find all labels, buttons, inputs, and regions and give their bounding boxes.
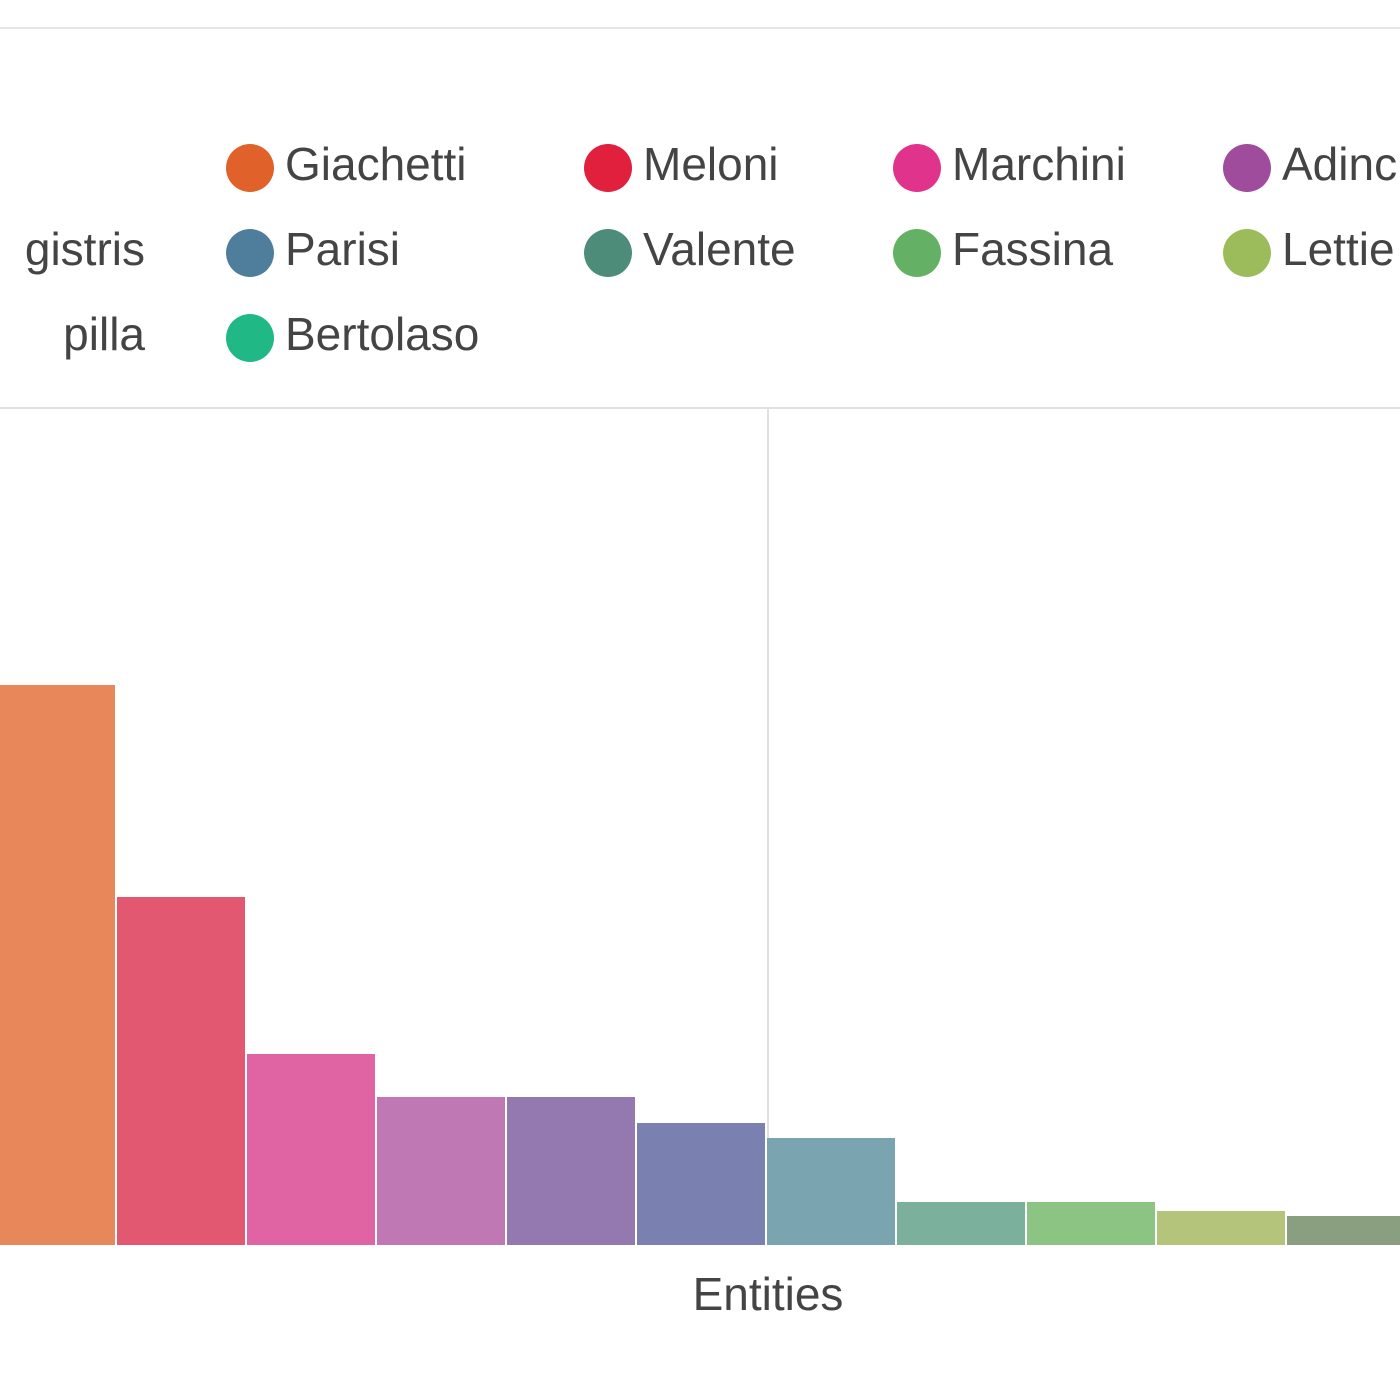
bar: [897, 1202, 1025, 1245]
legend-label: Marchini: [952, 138, 1126, 190]
legend-label: Valente: [643, 223, 796, 275]
bar: [1287, 1216, 1400, 1245]
legend-label: Fassina: [952, 223, 1113, 275]
legend-marker: [584, 229, 632, 277]
legend-label: Bertolaso: [285, 308, 479, 360]
bar: [767, 1138, 895, 1245]
bar: [637, 1123, 765, 1245]
bar: [377, 1097, 505, 1245]
legend-label: Parisi: [285, 223, 400, 275]
legend-marker: [584, 144, 632, 192]
legend-label: Giachetti: [285, 138, 467, 190]
bar: [0, 685, 115, 1245]
bar: [1157, 1211, 1285, 1245]
bar: [507, 1097, 635, 1245]
legend-label: Adinc: [1282, 138, 1397, 190]
bar: [1027, 1202, 1155, 1245]
legend-label: pilla: [63, 308, 145, 360]
legend-marker: [226, 229, 274, 277]
legend-marker: [226, 314, 274, 362]
bar: [117, 897, 245, 1245]
legend-marker: [1223, 144, 1271, 192]
x-axis-label: Entities: [693, 1268, 844, 1320]
legend-marker: [893, 229, 941, 277]
legend-label: gistris: [25, 223, 145, 275]
legend-marker: [226, 144, 274, 192]
legend-marker: [1223, 229, 1271, 277]
legend-label: Meloni: [643, 138, 779, 190]
bar: [247, 1054, 375, 1245]
legend-label: Lettie: [1282, 223, 1395, 275]
legend-marker: [893, 144, 941, 192]
